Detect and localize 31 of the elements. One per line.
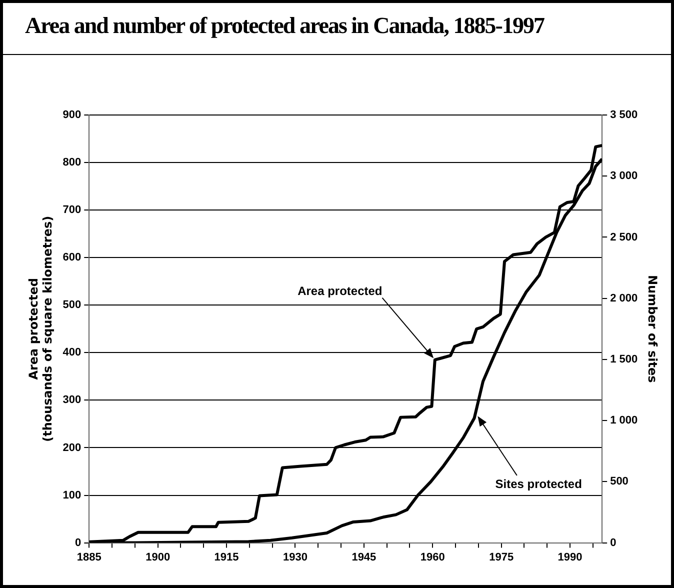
y2-tick-label: 2 500 bbox=[610, 231, 638, 244]
y2-tick-label: 3 500 bbox=[610, 109, 638, 122]
annotation: Sites protected bbox=[495, 476, 582, 491]
y-tick-label: 100 bbox=[62, 489, 82, 502]
y2-tick-label: 3 000 bbox=[610, 170, 638, 182]
x-tick-label: 1945 bbox=[352, 551, 376, 564]
x-tick-label: 1990 bbox=[558, 551, 582, 564]
y-tick-label: 500 bbox=[62, 299, 82, 312]
y-tick-label: 200 bbox=[62, 442, 82, 454]
y-tick-label: 800 bbox=[62, 156, 82, 169]
y-tick-label: 300 bbox=[62, 394, 82, 406]
y-tick-label: 0 bbox=[75, 536, 82, 549]
x-tick-label: 1915 bbox=[214, 551, 239, 564]
y-tick-label: 600 bbox=[62, 252, 82, 264]
chart-title: Area and number of protected areas in Canada, 1885-1997 bbox=[3, 3, 671, 55]
y2-axis-title: Number of sites bbox=[646, 274, 660, 383]
y-tick-label: 400 bbox=[62, 346, 82, 359]
annotation: Area protected bbox=[298, 284, 382, 298]
y2-tick-label: 1 500 bbox=[610, 353, 638, 366]
y2-tick-label: 1 000 bbox=[610, 414, 638, 427]
x-tick-label: 1975 bbox=[489, 551, 514, 564]
x-tick-label: 1900 bbox=[146, 551, 170, 564]
y-tick-label: 900 bbox=[62, 109, 82, 122]
y-tick-label: 700 bbox=[62, 204, 82, 216]
y2-tick-label: 500 bbox=[610, 476, 628, 488]
y2-tick-label: 0 bbox=[610, 536, 616, 549]
y-axis-title: Area protected (thousands of square kilometres) bbox=[26, 216, 55, 442]
x-tick-label: 1885 bbox=[76, 551, 102, 564]
x-tick-label: 1960 bbox=[420, 551, 445, 564]
x-tick-label: 1930 bbox=[282, 551, 308, 564]
y2-tick-label: 2 000 bbox=[610, 292, 638, 304]
